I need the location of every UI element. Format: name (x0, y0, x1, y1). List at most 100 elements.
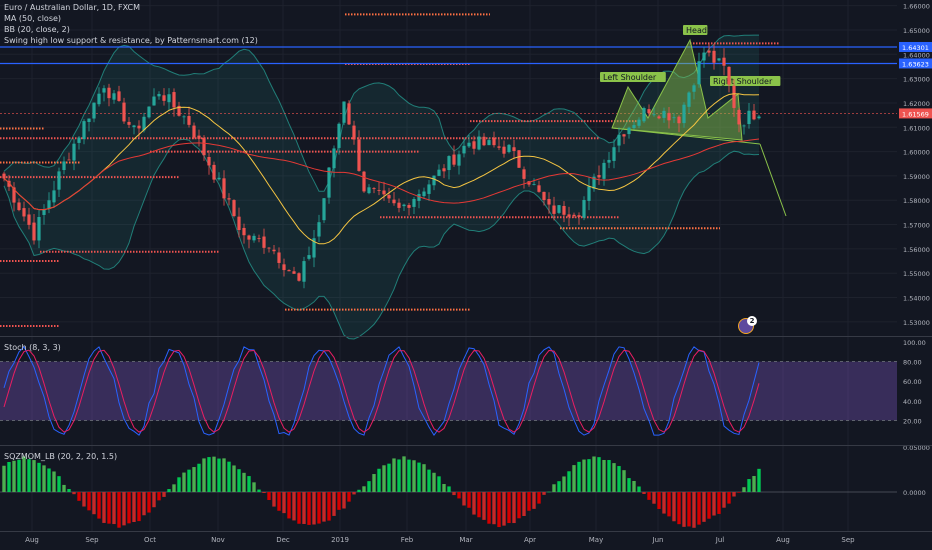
momentum-bar (247, 476, 251, 492)
momentum-bar (42, 465, 46, 492)
momentum-bar (102, 492, 106, 523)
momentum-bar (477, 492, 481, 518)
candle-body (192, 125, 196, 138)
momentum-bar (272, 492, 276, 507)
momentum-bar (742, 487, 746, 492)
time-axis[interactable]: Aug Sep Oct Nov Dec 2019 Feb Mar Apr May Jun Jul Aug… (0, 532, 932, 550)
candle-body (302, 261, 306, 282)
momentum-bar (517, 492, 521, 519)
price-tick-label: 1.58000 (903, 197, 930, 205)
momentum-legend[interactable]: SQZMOM_LB (20, 2, 20, 1.5) (4, 452, 118, 461)
candle-body (692, 85, 696, 92)
momentum-bar (717, 492, 721, 514)
momentum-bar (7, 462, 11, 492)
momentum-bar (412, 460, 416, 492)
stoch-tick-label: 100.00 (903, 339, 926, 347)
candle-body (672, 117, 676, 119)
ideas-avatar-badge[interactable]: 2 (738, 316, 758, 334)
candle-body (207, 156, 211, 166)
momentum-bar (447, 486, 451, 492)
time-tick-label: Sep (85, 536, 99, 544)
bb-legend[interactable]: BB (20, close, 2) (4, 25, 70, 34)
stoch-d-line (3, 349, 760, 433)
momentum-bar (507, 492, 511, 524)
price-tick-label: 1.56000 (903, 246, 930, 254)
candle-body (257, 238, 261, 239)
price-tick-label: 1.66000 (903, 3, 930, 11)
momentum-bar (617, 466, 621, 492)
momentum-bar (422, 464, 426, 492)
candle-body (742, 125, 746, 127)
candle-body (167, 94, 171, 103)
momentum-bar (72, 492, 76, 495)
pane-separator[interactable] (0, 445, 932, 446)
time-tick-label: Dec (276, 536, 290, 544)
momentum-bar (592, 456, 596, 492)
time-tick-label: Nov (211, 536, 225, 544)
momentum-bar (377, 468, 381, 492)
candle-body (217, 177, 221, 180)
price-label-text: 1.64301 (902, 44, 929, 52)
time-tick-label: Sep (841, 536, 855, 544)
ma-legend[interactable]: MA (50, close) (4, 14, 62, 23)
candle-body (592, 176, 596, 189)
momentum-bar (587, 459, 591, 492)
momentum-bar (737, 492, 741, 493)
momentum-bar (152, 492, 156, 508)
candle-body (622, 134, 626, 137)
momentum-bar (112, 492, 116, 525)
price-tick-label: 1.59000 (903, 173, 930, 181)
candle-body (42, 209, 46, 215)
momentum-bar (47, 468, 51, 492)
candle-body (482, 136, 486, 146)
candle-body (477, 136, 481, 150)
candle-body (77, 137, 81, 143)
momentum-bar (82, 492, 86, 507)
momentum-bar (57, 476, 61, 492)
candle-body (657, 116, 661, 119)
candle-body (307, 255, 311, 259)
candle-body (627, 127, 631, 135)
time-tick-label: Feb (400, 536, 414, 544)
momentum-bar (257, 489, 261, 492)
momentum-bar (182, 472, 186, 492)
candle-body (272, 249, 276, 252)
candle-body (537, 185, 541, 192)
candle-body (572, 214, 576, 217)
momentum-bar (122, 492, 126, 526)
momentum-bar (347, 492, 351, 502)
momentum-bar (482, 492, 486, 520)
candle-body (522, 169, 526, 179)
momentum-bar (542, 492, 546, 495)
momentum-bar (647, 492, 651, 500)
candle-body (492, 137, 496, 146)
target-projection (759, 143, 787, 217)
stoch-legend[interactable]: Stoch (8, 3, 3) (4, 343, 61, 352)
candle-body (552, 205, 556, 214)
chart-legend: Euro / Australian Dollar, 1D, FXCM MA (5… (4, 2, 258, 46)
candle-body (687, 92, 691, 107)
candle-body (532, 184, 536, 185)
swing-legend[interactable]: Swing high low support & resistance, by … (4, 36, 258, 45)
momentum-bar (77, 492, 81, 501)
candle-body (587, 186, 591, 201)
momentum-bar (92, 492, 96, 515)
symbol-title[interactable]: Euro / Australian Dollar, 1D, FXCM (4, 3, 141, 12)
price-label-tag (899, 58, 932, 69)
price-label-text: 1.61569 (902, 110, 929, 118)
momentum-bar (567, 471, 571, 492)
candle-body (432, 175, 436, 186)
candle-body (732, 85, 736, 108)
candle-body (457, 154, 461, 166)
candle-body (542, 191, 546, 201)
momentum-bar (177, 477, 181, 492)
candle-body (637, 119, 641, 126)
stoch-tick-label: 80.00 (903, 359, 922, 367)
pane-separator[interactable] (0, 336, 932, 337)
momentum-bar (497, 492, 501, 528)
price-tick-label: 1.53000 (903, 319, 930, 327)
candle-body (392, 199, 396, 204)
momentum-bar (32, 460, 36, 492)
price-tick-label: 1.55000 (903, 270, 930, 278)
